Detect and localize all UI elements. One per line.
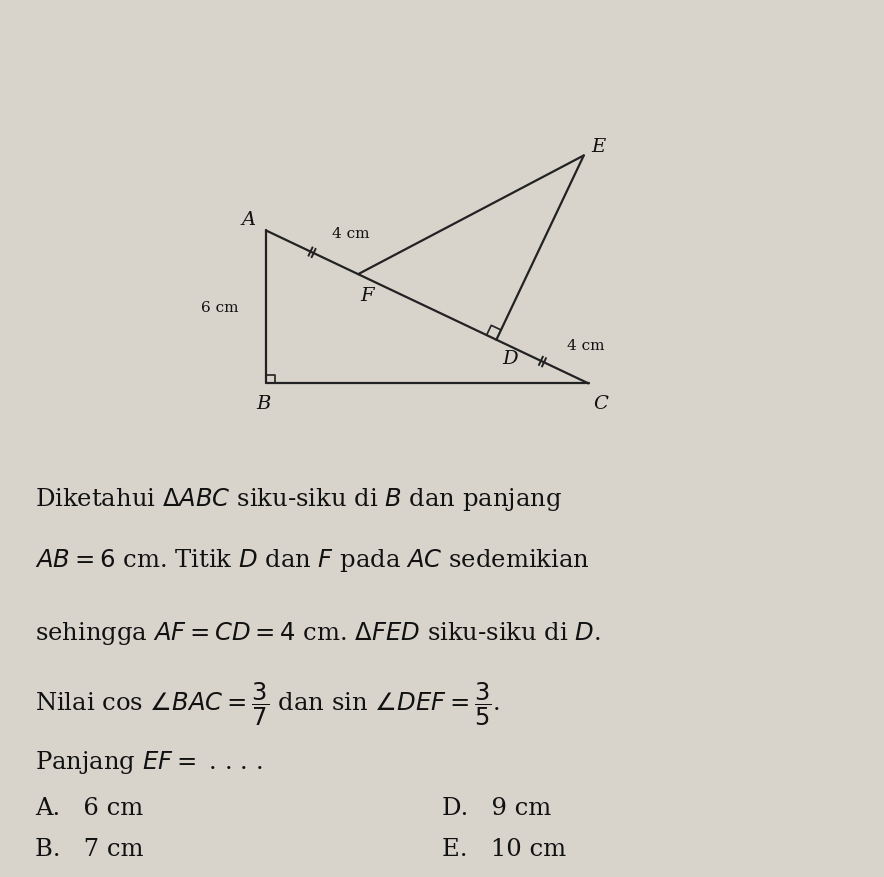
Text: 6 cm: 6 cm xyxy=(202,301,239,315)
Text: D.   9 cm: D. 9 cm xyxy=(442,796,552,819)
Text: A.   6 cm: A. 6 cm xyxy=(35,796,143,819)
Text: F: F xyxy=(361,287,374,305)
Text: sehingga $AF = CD = 4$ cm. $\Delta FED$ siku-siku di $D$.: sehingga $AF = CD = 4$ cm. $\Delta FED$ … xyxy=(35,619,601,645)
Text: 4 cm: 4 cm xyxy=(567,339,605,353)
Text: Diketahui $\Delta ABC$ siku-siku di $B$ dan panjang: Diketahui $\Delta ABC$ siku-siku di $B$ … xyxy=(35,486,562,513)
Text: C: C xyxy=(593,395,608,413)
Text: B: B xyxy=(256,395,271,413)
Text: A: A xyxy=(241,210,255,229)
Text: $AB = 6$ cm. Titik $D$ dan $F$ pada $AC$ sedemikian: $AB = 6$ cm. Titik $D$ dan $F$ pada $AC$… xyxy=(35,546,591,574)
Text: E.   10 cm: E. 10 cm xyxy=(442,837,566,859)
Text: E: E xyxy=(591,139,606,156)
Text: D: D xyxy=(502,349,518,367)
Text: 4 cm: 4 cm xyxy=(332,227,370,240)
Text: B.   7 cm: B. 7 cm xyxy=(35,837,144,859)
Text: Nilai cos $\angle BAC = \dfrac{3}{7}$ dan sin $\angle DEF = \dfrac{3}{5}$.: Nilai cos $\angle BAC = \dfrac{3}{7}$ da… xyxy=(35,680,500,727)
Text: Panjang $EF =$ . . . .: Panjang $EF =$ . . . . xyxy=(35,748,263,775)
